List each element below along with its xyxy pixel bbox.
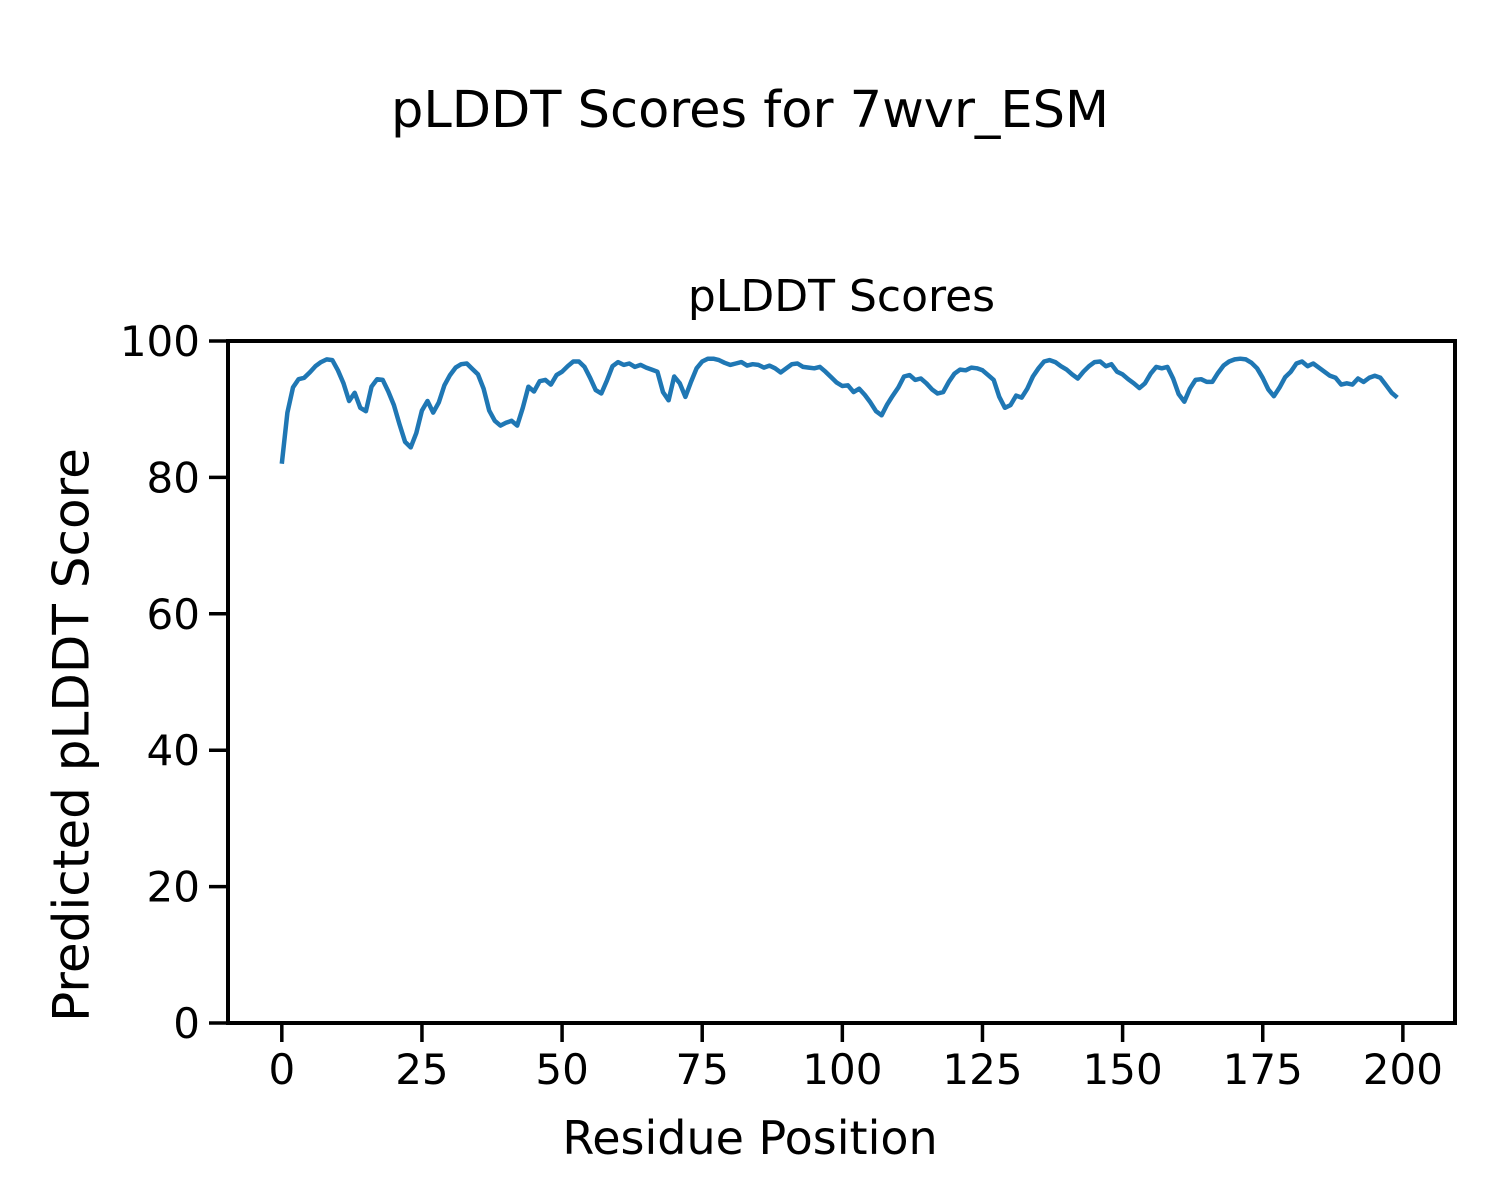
y-tick-label: 100 [120,317,200,366]
x-tick-label: 0 [268,1045,295,1094]
x-tick-labels: 0 25 50 75 100 125 150 175 200 [268,1045,1443,1094]
y-tick-label: 60 [147,590,200,639]
x-tick-label: 150 [1083,1045,1163,1094]
x-tick-label: 100 [802,1045,882,1094]
x-tick-label: 125 [942,1045,1022,1094]
x-tick-label: 200 [1363,1045,1443,1094]
x-ticks [280,1025,1405,1042]
y-tick-label: 20 [147,863,200,912]
x-axis-label: Residue Position [562,1111,938,1165]
axes-title: pLDDT Scores [687,271,996,322]
y-tick-label: 40 [147,726,200,775]
x-tick-label: 50 [535,1045,588,1094]
y-ticks [209,339,226,1025]
x-tick-label: 75 [675,1045,728,1094]
y-tick-label: 80 [147,453,200,502]
y-tick-labels: 0 20 40 60 80 100 [120,317,200,1048]
axes-frame [226,339,1457,1025]
x-tick-label: 25 [395,1045,448,1094]
plddt-line [279,356,1399,465]
x-tick-label: 175 [1223,1045,1303,1094]
figure-suptitle: pLDDT Scores for 7wvr_ESM [390,81,1110,140]
y-axis-label: Predicted pLDDT Score [42,448,101,1022]
y-tick-label: 0 [173,999,200,1048]
